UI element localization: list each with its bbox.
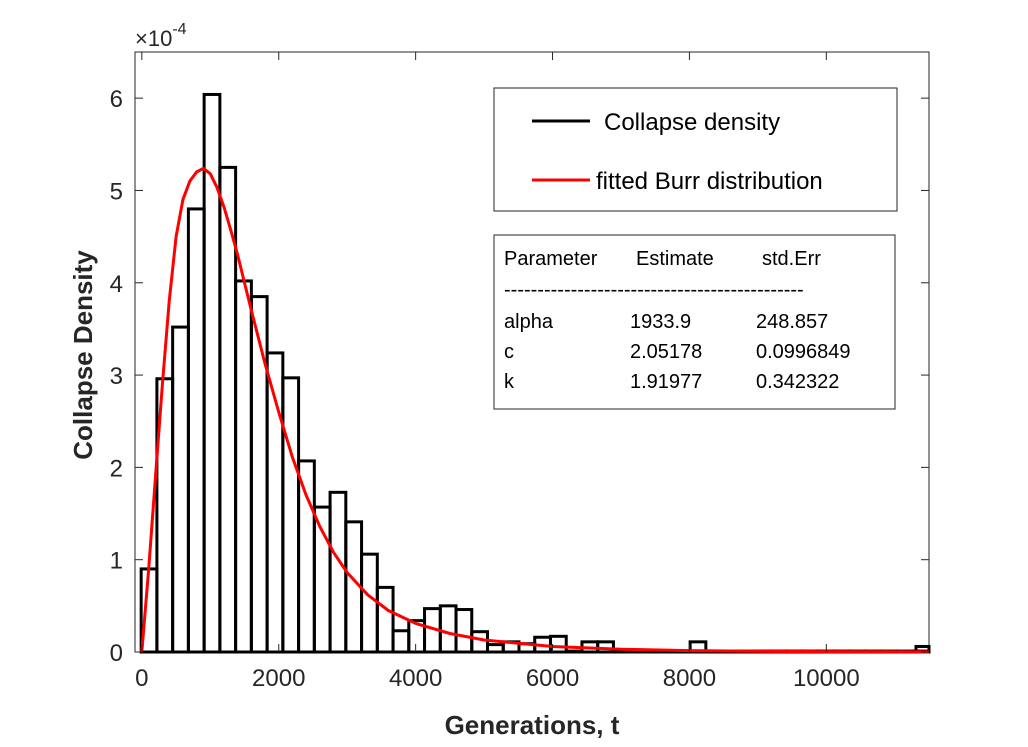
y-tick-label: 6 — [110, 86, 123, 113]
y-exponent-base: ×10 — [135, 26, 172, 51]
histogram-bar — [627, 649, 647, 654]
y-tick-label: 1 — [110, 548, 123, 575]
fit-curve-layer — [140, 166, 930, 654]
param-row-estimate: 1933.9 — [630, 311, 691, 333]
histogram-bar — [375, 585, 395, 654]
x-tick-label: 0 — [135, 665, 148, 692]
y-tick-label: 0 — [110, 640, 123, 667]
param-row-name: alpha — [504, 311, 554, 333]
y-exponent-label: ×10-4 — [135, 21, 187, 51]
param-header-estimate: Estimate — [636, 248, 714, 270]
x-axis: 0 2000 4000 6000 8000 10000 — [135, 52, 860, 692]
param-row-estimate: 1.91977 — [630, 371, 702, 393]
legend: Collapse density fitted Burr distributio… — [493, 87, 898, 212]
x-tick-label: 2000 — [252, 665, 305, 692]
parameter-table: Parameter Estimate std.Err -------------… — [493, 234, 896, 410]
fitted-burr-curve — [140, 166, 930, 654]
param-row-estimate: 2.05178 — [630, 341, 702, 363]
legend-label-collapse-density: Collapse density — [604, 109, 780, 136]
y-tick-label: 5 — [110, 178, 123, 205]
x-tick-label: 6000 — [526, 665, 579, 692]
histogram-bar — [470, 630, 490, 654]
histogram-bar — [564, 649, 584, 654]
param-row-stderr: 248.857 — [756, 311, 828, 333]
y-axis-title: Collapse Density — [68, 250, 98, 460]
legend-box — [493, 87, 898, 212]
param-header-stderr: std.Err — [762, 248, 821, 270]
y-exponent-power: -4 — [172, 21, 186, 38]
param-separator: ----------------------------------------… — [504, 279, 804, 301]
y-tick-label: 2 — [110, 455, 123, 482]
parameter-table-box — [493, 234, 896, 410]
y-tick-label: 3 — [110, 363, 123, 390]
param-row-stderr: 0.0996849 — [756, 341, 851, 363]
x-tick-label: 8000 — [663, 665, 716, 692]
param-header-parameter: Parameter — [504, 248, 598, 270]
y-tick-label: 4 — [110, 271, 123, 298]
param-row-name: k — [504, 371, 515, 393]
param-row-stderr: 0.342322 — [756, 371, 839, 393]
x-tick-label: 4000 — [389, 665, 442, 692]
histogram-bar — [611, 649, 631, 654]
x-tick-label: 10000 — [793, 665, 860, 692]
y-axis: 0 1 2 3 4 5 6 — [110, 86, 929, 667]
legend-label-fitted-burr: fitted Burr distribution — [596, 168, 823, 195]
param-row-name: c — [504, 341, 514, 363]
x-axis-title: Generations, t — [445, 710, 620, 740]
histogram-bar — [548, 634, 568, 654]
